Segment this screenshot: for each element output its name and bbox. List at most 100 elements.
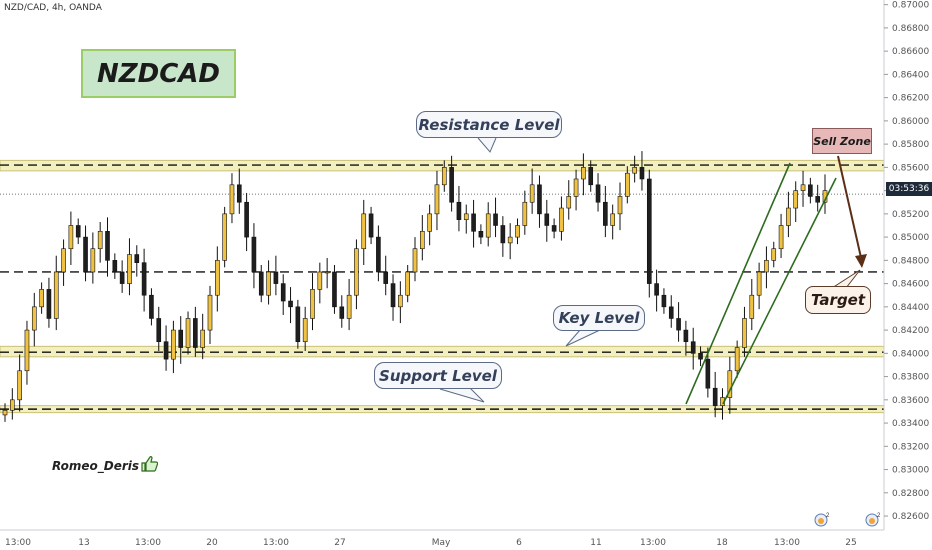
candle-body [2,409,8,416]
sell-zone-label: Sell Zone [812,128,872,154]
candle [427,204,432,246]
candle-body [127,254,132,284]
candle [493,197,498,238]
price-tick-label: 0.82800 [892,489,929,499]
candle [632,155,637,183]
candle [376,225,381,282]
candle [778,213,784,259]
candle [786,191,791,238]
candle-body [31,306,37,331]
candle [39,282,44,314]
candle-body [178,329,184,348]
candle-body [551,225,557,232]
candle [105,217,110,277]
candle-body [537,184,542,215]
candle-body [244,201,249,238]
candle [229,173,235,224]
candle [280,274,286,315]
candle [266,260,271,305]
candle [683,320,689,356]
zones [0,159,885,414]
candle [815,184,820,212]
candle-body [156,318,162,343]
candle-body [112,260,118,273]
candle-body [573,178,579,197]
candle [668,295,674,328]
price-tick-label: 0.83200 [892,442,929,452]
candle-body [471,213,476,232]
candle [112,253,118,279]
candle-body [566,196,572,209]
thumbs-up-icon [141,455,158,472]
candle [68,211,74,265]
candle-body [83,236,88,273]
candle [537,175,542,228]
candle [449,155,454,212]
candle-body [698,353,703,360]
candle [156,306,162,352]
candle [471,199,476,248]
candle-body [786,207,791,226]
price-tick-label: 0.87000 [892,1,929,11]
candle [10,388,15,420]
candles [2,151,828,422]
candle [185,311,191,355]
candle [368,206,374,245]
candle-body [310,289,315,319]
candle [2,403,8,422]
price-tick-label: 0.86400 [892,70,929,80]
candle-body [68,225,74,250]
event-icon-1[interactable]: 2 [813,512,829,528]
candle [749,278,755,331]
candle-body [756,271,762,296]
candle-body [339,306,345,319]
candle [617,182,623,231]
time-tick-label: May [432,538,451,548]
price-axis-panel[interactable] [884,0,932,550]
candle [149,288,154,326]
candle-body [493,213,498,226]
price-tick-label: 0.83400 [892,419,929,429]
candle-body [668,306,674,319]
candle [800,170,806,207]
event-icon-2[interactable]: 2 [864,512,880,528]
candle [690,327,696,370]
candle-body [215,260,220,296]
price-tick-label: 0.84800 [892,256,929,266]
candle-body [500,225,506,244]
candle-body [507,236,513,244]
candle-body [193,318,198,348]
candle-body [771,248,777,261]
time-tick-label: 13:00 [135,538,161,548]
candle [478,224,484,245]
candle-body [368,213,374,238]
candle [485,202,491,247]
candle [793,181,799,222]
candle [771,241,777,268]
candle-body [141,262,147,296]
candle-body [354,248,359,296]
candle-body [808,184,813,197]
candle [764,246,769,289]
candle [588,160,594,192]
candle-body [46,289,52,319]
candle-body [420,230,425,250]
candle [625,166,630,204]
candle [522,190,528,235]
candle [822,174,828,214]
candle [420,215,425,261]
candle [676,302,681,342]
chart-title: NZDCAD [81,49,236,98]
time-tick-label: 27 [334,538,345,548]
candle [595,173,601,212]
price-tick-label: 0.85000 [892,233,929,243]
candle-body [478,230,484,238]
candle [295,299,301,349]
target-arrow [837,155,863,263]
candle-body [163,341,169,360]
candle [207,285,213,345]
candle [507,223,513,260]
candle [332,265,337,314]
